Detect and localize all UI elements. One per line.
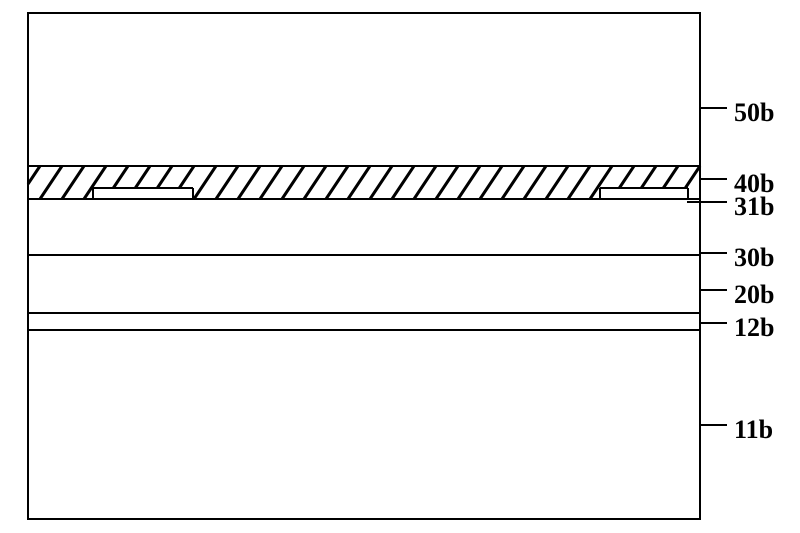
layer-label: 50b [734, 98, 774, 128]
layer-label: 30b [734, 243, 774, 273]
layer-label: 20b [734, 280, 774, 310]
layer-label: 11b [734, 415, 773, 445]
layer-label: 31b [734, 192, 774, 222]
layer-diagram [0, 0, 800, 533]
layer-label: 12b [734, 313, 774, 343]
